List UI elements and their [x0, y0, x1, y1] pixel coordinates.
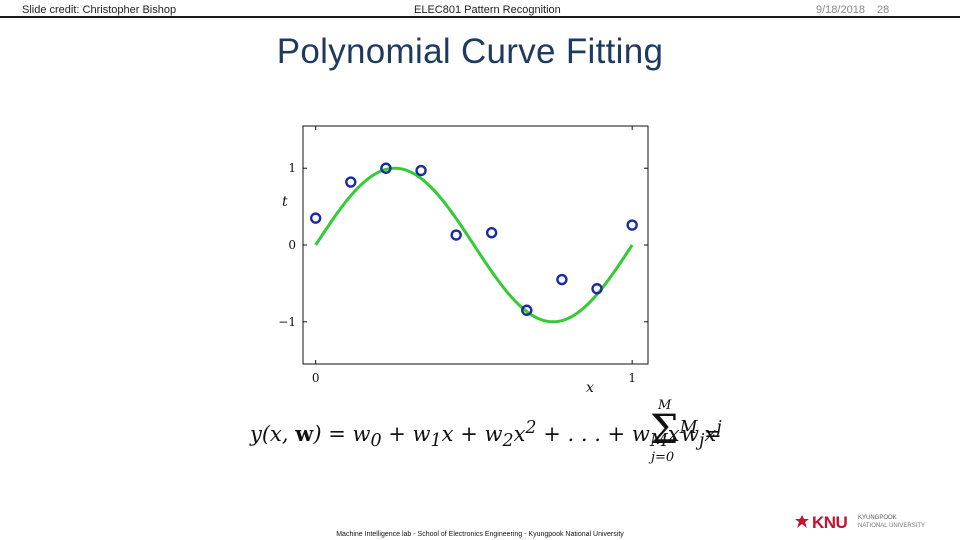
data-point: [309, 212, 322, 224]
data-point: [626, 219, 638, 231]
y-tick-label: −1: [278, 315, 296, 329]
y-ticks: −1 0 1: [278, 161, 648, 329]
y-tick-label: 0: [288, 238, 296, 252]
y-tick-label: 1: [288, 161, 296, 175]
data-point: [591, 283, 603, 295]
data-point: [521, 304, 533, 316]
sine-curve: [314, 166, 634, 324]
sum-term-weight-index: j: [698, 431, 705, 452]
sum-term-weight: w: [681, 422, 699, 446]
sum-term: wjxj: [681, 418, 722, 451]
data-point: [485, 227, 498, 239]
sum-lower-limit: j=0: [651, 450, 675, 465]
slide-date: 9/18/2018: [816, 4, 865, 16]
slide-title: Polynomial Curve Fitting: [276, 32, 664, 71]
summation-symbol: Σ: [650, 407, 679, 453]
data-point: [345, 176, 357, 188]
data-point: [380, 162, 392, 174]
logo-emblem-icon: [795, 515, 809, 528]
x-tick-label: 1: [628, 371, 636, 385]
sum-term-power: j: [716, 418, 722, 438]
y-axis-label: t: [282, 194, 288, 210]
x-tick-label: 0: [312, 371, 320, 385]
data-point: [415, 164, 427, 177]
data-point: [556, 273, 568, 286]
slide-number: 28: [877, 4, 890, 16]
sum-term-variable: x: [704, 422, 717, 446]
formula-expansion: y(x, w) = w0 + w1x + w2x2 + . . . + wMxM…: [250, 418, 722, 452]
data-points: [309, 162, 638, 316]
footer-text: Machine Intelligence lab - School of Ele…: [336, 531, 624, 538]
slide-credit: Slide credit: Christopher Bishop: [22, 4, 177, 16]
x-axis-label: x: [586, 380, 594, 396]
logo-wordmark: KNU: [812, 513, 848, 532]
university-logo: KNU KYUNGPOOK NATIONAL UNIVERSITY: [792, 512, 932, 534]
polynomial-formula: y(x, w) = w0 + w1x + w2x2 + . . . + wMxM…: [248, 398, 738, 468]
header-divider: [0, 16, 960, 18]
data-point: [450, 229, 462, 241]
logo-line1: KYUNGPOOK: [858, 515, 897, 521]
logo-line2: NATIONAL UNIVERSITY: [858, 523, 926, 529]
course-title: ELEC801 Pattern Recognition: [414, 4, 561, 16]
sum-upper-limit: M: [658, 398, 672, 413]
